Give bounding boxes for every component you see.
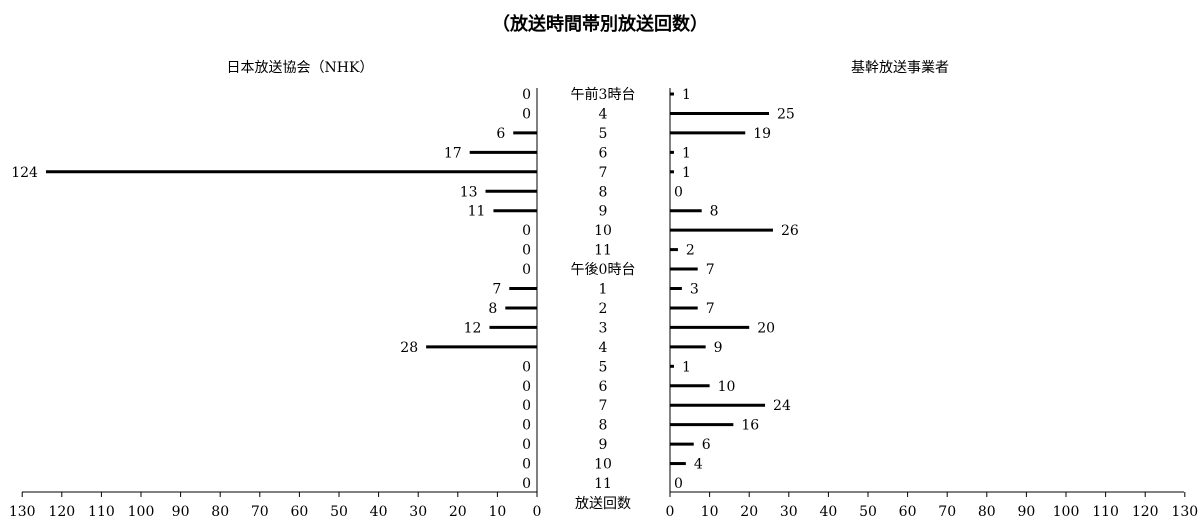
nhk-data-label: 11 <box>468 204 486 220</box>
category-label: 3 <box>599 320 608 336</box>
nhk-x-tick-label: 60 <box>290 504 308 519</box>
broadcaster-data-label: 1 <box>682 87 691 103</box>
nhk-x-tick-label: 40 <box>370 504 388 519</box>
broadcaster-data-label: 16 <box>741 418 759 434</box>
broadcaster-data-label: 20 <box>757 320 775 336</box>
nhk-x-tick-label: 0 <box>533 504 542 519</box>
category-label: 4 <box>599 106 608 122</box>
category-label: 9 <box>599 437 608 453</box>
nhk-x-tick-label: 110 <box>88 504 115 519</box>
broadcaster-data-label: 4 <box>694 457 703 473</box>
nhk-x-tick-label: 100 <box>128 504 155 519</box>
nhk-x-tick-label: 10 <box>488 504 506 519</box>
nhk-x-tick-label: 120 <box>48 504 75 519</box>
broadcaster-x-tick-label: 10 <box>701 504 719 519</box>
broadcaster-x-tick-label: 60 <box>899 504 917 519</box>
category-label: 9 <box>599 204 608 220</box>
nhk-data-label: 0 <box>522 418 531 434</box>
category-label: 10 <box>594 223 612 239</box>
nhk-x-tick-label: 130 <box>9 504 36 519</box>
category-label: 午前3時台 <box>571 86 636 103</box>
broadcaster-data-label: 2 <box>686 243 695 259</box>
x-axis-label: 放送回数 <box>575 496 631 512</box>
broadcaster-x-tick-label: 90 <box>1017 504 1035 519</box>
broadcaster-data-label: 1 <box>682 165 691 181</box>
nhk-x-tick-label: 20 <box>449 504 467 519</box>
broadcaster-data-label: 10 <box>718 379 736 395</box>
category-label: 2 <box>599 301 608 317</box>
broadcaster-data-label: 0 <box>674 476 683 492</box>
broadcaster-x-tick-label: 30 <box>780 504 798 519</box>
broadcaster-data-label: 1 <box>682 145 691 161</box>
category-label: 5 <box>599 126 608 142</box>
broadcaster-x-tick-label: 110 <box>1092 504 1119 519</box>
nhk-data-label: 8 <box>488 301 497 317</box>
broadcaster-data-label: 1 <box>682 359 691 375</box>
nhk-data-label: 7 <box>492 282 501 298</box>
category-label: 8 <box>599 418 608 434</box>
broadcaster-data-label: 25 <box>777 106 795 122</box>
nhk-data-label: 17 <box>444 145 462 161</box>
category-label: 1 <box>599 282 608 298</box>
category-label: 午後0時台 <box>571 262 636 278</box>
nhk-data-label: 0 <box>522 106 531 122</box>
nhk-data-label: 0 <box>522 243 531 259</box>
broadcaster-x-tick-label: 20 <box>740 504 758 519</box>
nhk-data-label: 6 <box>496 126 505 142</box>
broadcaster-data-label: 26 <box>781 223 799 239</box>
nhk-data-label: 12 <box>464 320 482 336</box>
broadcaster-data-label: 7 <box>706 262 715 278</box>
nhk-data-label: 0 <box>522 457 531 473</box>
category-label: 11 <box>594 243 612 259</box>
nhk-data-label: 0 <box>522 398 531 414</box>
nhk-data-label: 13 <box>460 184 478 200</box>
broadcaster-x-tick-label: 0 <box>666 504 675 519</box>
broadcaster-x-tick-label: 100 <box>1053 504 1080 519</box>
nhk-data-label: 0 <box>522 262 531 278</box>
nhk-data-label: 0 <box>522 476 531 492</box>
nhk-x-tick-label: 50 <box>330 504 348 519</box>
category-label: 4 <box>599 340 608 356</box>
chart-title: （放送時間帯別放送回数） <box>492 13 708 35</box>
broadcaster-x-tick-label: 50 <box>859 504 877 519</box>
nhk-data-label: 124 <box>11 165 38 181</box>
broadcaster-data-label: 6 <box>702 437 711 453</box>
nhk-data-label: 0 <box>522 379 531 395</box>
category-label: 6 <box>599 145 608 161</box>
broadcaster-data-label: 8 <box>710 204 719 220</box>
nhk-x-tick-label: 70 <box>251 504 269 519</box>
broadcaster-data-label: 0 <box>674 184 683 200</box>
broadcaster-data-label: 19 <box>753 126 771 142</box>
nhk-data-label: 0 <box>522 359 531 375</box>
nhk-x-tick-label: 30 <box>409 504 427 519</box>
broadcaster-x-tick-label: 70 <box>938 504 956 519</box>
broadcaster-x-tick-label: 130 <box>1171 504 1198 519</box>
nhk-x-tick-label: 90 <box>172 504 190 519</box>
nhk-data-label: 0 <box>522 87 531 103</box>
category-label: 10 <box>594 457 612 473</box>
nhk-data-label: 28 <box>400 340 418 356</box>
category-label: 11 <box>594 476 612 492</box>
category-label: 7 <box>599 165 608 181</box>
broadcaster-data-label: 3 <box>690 282 699 298</box>
broadcaster-x-tick-label: 80 <box>978 504 996 519</box>
nhk-x-tick-label: 80 <box>211 504 229 519</box>
category-label: 8 <box>599 184 608 200</box>
broadcaster-series-label: 基幹放送事業者 <box>851 59 949 76</box>
broadcaster-data-label: 24 <box>773 398 791 414</box>
category-label: 5 <box>599 359 608 375</box>
broadcaster-data-label: 7 <box>706 301 715 317</box>
broadcaster-x-tick-label: 120 <box>1132 504 1159 519</box>
category-label: 7 <box>599 398 608 414</box>
category-label: 6 <box>599 379 608 395</box>
nhk-data-label: 0 <box>522 223 531 239</box>
broadcaster-data-label: 9 <box>714 340 723 356</box>
nhk-series-label: 日本放送協会（NHK） <box>227 60 374 76</box>
broadcaster-x-tick-label: 40 <box>819 504 837 519</box>
nhk-data-label: 0 <box>522 437 531 453</box>
